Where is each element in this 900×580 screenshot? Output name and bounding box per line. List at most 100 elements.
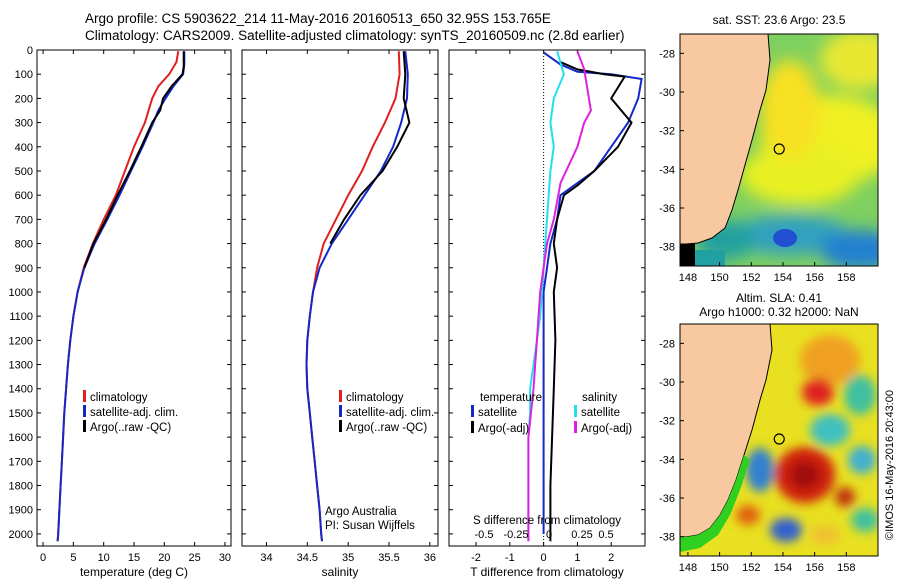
sla-map-title: Altim. SLA: 0.41: [736, 291, 822, 305]
depth-tick-label: 100: [15, 69, 33, 81]
temperature-legend-label: satellite-adj. clim.: [90, 407, 178, 419]
depth-tick-label: 1700: [9, 456, 33, 468]
sla-map-float-marker: [773, 433, 785, 445]
depth-tick-label: 0: [27, 45, 33, 57]
sla-map-ytick-label: -38: [659, 532, 675, 544]
sst-map-ytick-label: -34: [659, 164, 675, 176]
depth-tick-label: 1200: [9, 335, 33, 347]
diff-legend-header-salinity: salinity: [582, 392, 617, 404]
temperature-legend-swatch: [83, 405, 86, 417]
salinity-legend-label: climatology: [346, 392, 404, 404]
temperature-series-2: [83, 51, 185, 269]
salinity-legend-label: Argo(..raw -QC): [346, 422, 427, 434]
sla-map-ytick-label: -32: [659, 416, 675, 428]
temperature-xlabel: temperature (deg C): [80, 565, 188, 579]
sst-map-xtick-label: 158: [837, 272, 855, 284]
diff-legend-header-temperature: temperature: [480, 392, 542, 404]
sla-map-ytick-label: -30: [659, 377, 675, 389]
salinity-axes-frame: [241, 49, 439, 547]
salinity-series-2: [329, 51, 411, 245]
depth-tick-label: 400: [15, 142, 33, 154]
diff-top-xtick-label: 0: [546, 529, 552, 541]
sst-map-xtick-label: 156: [805, 272, 823, 284]
sst-map-float-marker: [773, 143, 785, 155]
difference-axes-frame: [448, 49, 646, 547]
diff-legend-label: satellite: [581, 407, 620, 419]
sst-map-ytick-label: -36: [659, 203, 675, 215]
salinity-series-1: [305, 51, 409, 542]
temperature-legend-swatch: [83, 420, 86, 432]
sla-map-ytick-label: -36: [659, 493, 675, 505]
sla-map-xtick-label: 150: [710, 562, 728, 574]
sla-map-xtick-label: 158: [837, 562, 855, 574]
sst-map-xtick-label: 148: [679, 272, 697, 284]
figure-title-line2: Climatology: CARS2009. Satellite-adjuste…: [85, 28, 625, 43]
temperature-xtick-label: 5: [70, 552, 76, 564]
salinity-xtick-label: 34: [260, 552, 272, 564]
difference-xtick-label: 2: [608, 552, 614, 564]
diff-top-xtick-label: 0.25: [571, 529, 592, 541]
sla-map-xtick-label: 156: [805, 562, 823, 574]
imos-credit: ©IMOS 16-May-2016 20:43:00: [884, 390, 896, 540]
diff-top-xtick-label: -0.5: [475, 529, 494, 541]
temperature-axes-frame: [36, 49, 232, 547]
difference-xlabel: T difference from climatology: [470, 565, 624, 579]
sla-map-image: [680, 324, 878, 556]
depth-tick-label: 200: [15, 93, 33, 105]
diff-top-xtick-label: 0.5: [598, 529, 613, 541]
temperature-series-0: [56, 51, 180, 542]
salinity-xtick-label: 34.5: [297, 552, 318, 564]
temperature-xtick-label: 15: [128, 552, 140, 564]
salinity-annotation: Argo Australia: [325, 506, 397, 518]
sst-map-ytick-label: -28: [659, 48, 675, 60]
sla-map-xtick-label: 154: [774, 562, 792, 574]
diff-top-xtick-label: -0.25: [503, 529, 528, 541]
sla-map-xtick-label: 152: [742, 562, 760, 574]
salinity-xtick-label: 35.5: [378, 552, 399, 564]
sla-map-ytick-label: -34: [659, 454, 675, 466]
difference-xtick-label: 0: [541, 552, 547, 564]
sst-map-image: [680, 34, 878, 266]
depth-tick-label: 1900: [9, 505, 33, 517]
diff-top-xlabel: S difference from climatology: [473, 515, 621, 527]
temperature-legend-label: Argo(..raw -QC): [90, 422, 171, 434]
sst-map-title: sat. SST: 23.6 Argo: 23.5: [713, 13, 846, 27]
depth-tick-label: 600: [15, 190, 33, 202]
sla-map-xtick-label: 148: [679, 562, 697, 574]
salinity-xlabel: salinity: [322, 565, 359, 579]
salinity-legend-swatch: [339, 405, 342, 417]
diff-legend-swatch: [574, 421, 577, 433]
salinity-xtick-label: 36: [424, 552, 436, 564]
difference-series-3: [527, 50, 592, 542]
diff-legend-label: Argo(-adj): [581, 423, 632, 435]
sst-map-ytick-label: -30: [659, 87, 675, 99]
sst-map-xtick-label: 152: [742, 272, 760, 284]
depth-tick-label: 1800: [9, 481, 33, 493]
figure-title-line1: Argo profile: CS 5903622_214 11-May-2016…: [85, 11, 551, 26]
depth-tick-label: 1500: [9, 408, 33, 420]
diff-legend-swatch: [471, 421, 474, 433]
sst-map-xtick-label: 150: [710, 272, 728, 284]
difference-series-0: [542, 51, 643, 534]
sla-map-subtitle: Argo h1000: 0.32 h2000: NaN: [699, 305, 858, 319]
depth-tick-label: 1400: [9, 384, 33, 396]
depth-tick-label: 900: [15, 263, 33, 275]
temperature-series-1: [56, 51, 186, 542]
difference-xtick-label: -1: [505, 552, 515, 564]
sst-map-ytick-label: -38: [659, 242, 675, 254]
depth-tick-label: 500: [15, 166, 33, 178]
salinity-series-0: [305, 51, 401, 542]
depth-tick-label: 1600: [9, 432, 33, 444]
diff-legend-swatch: [574, 405, 577, 417]
salinity-legend-swatch: [339, 420, 342, 432]
temperature-legend-label: climatology: [90, 392, 148, 404]
difference-xtick-label: -2: [471, 552, 481, 564]
sst-land: [680, 34, 771, 245]
temperature-xtick-label: 0: [40, 552, 46, 564]
salinity-xtick-label: 35: [342, 552, 354, 564]
depth-tick-label: 1000: [9, 287, 33, 299]
depth-tick-label: 800: [15, 239, 33, 251]
temperature-xtick-label: 25: [189, 552, 201, 564]
temperature-legend-swatch: [83, 390, 86, 402]
diff-legend-label: Argo(-adj): [478, 423, 529, 435]
